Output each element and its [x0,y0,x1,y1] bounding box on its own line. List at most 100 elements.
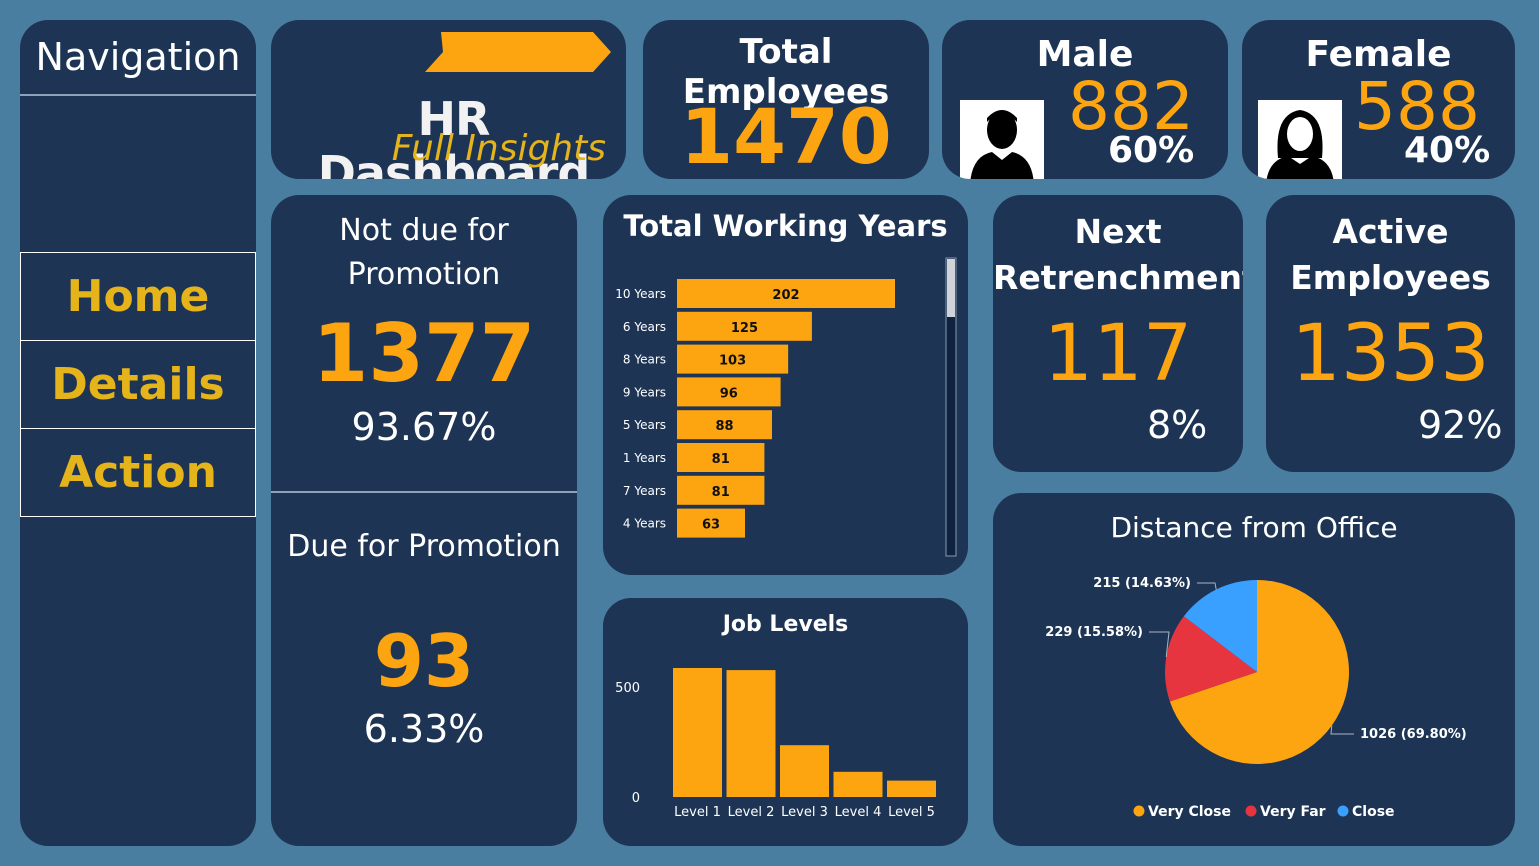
year-value-label: 81 [712,452,730,467]
scrollbar-thumb[interactable] [947,259,955,317]
dashboard-title: HR Dashboard [317,92,591,179]
total-employees-title: Total Employees [682,32,890,112]
job-levels-title: Job Levels [722,612,849,637]
distance-title: Distance from Office [1110,511,1398,544]
nav-home-button[interactable]: Home [20,252,256,341]
job-level-bar [673,667,722,797]
active-title-line2: Employees [1290,258,1491,297]
job-level-bar [726,670,776,797]
legend-label: Close [1352,804,1395,820]
year-label: 5 Years [623,418,666,432]
male-user-icon [960,100,1044,179]
nav-action-button[interactable]: Action [20,428,256,517]
year-label: 1 Years [623,451,666,465]
not-due-promotion-percent: 93.67% [351,405,497,449]
dashboard-header: HR Dashboard Full Insights [271,20,626,179]
total-employees-card: Total Employees 1470 [643,20,929,179]
not-due-promotion-value: 1377 [312,307,536,400]
promotion-divider [271,491,577,493]
job-level-bar [887,780,936,797]
not-due-promotion-title: Not due for Promotion [271,209,577,297]
year-bar [677,311,812,341]
pie-slice [1183,580,1257,672]
job-level-label: Level 2 [728,805,775,820]
pie-slice [1165,616,1257,702]
promotion-card: Not due for Promotion 1377 93.67% Due fo… [271,195,577,846]
due-promotion-percent: 6.33% [363,707,485,751]
year-value-label: 81 [712,485,730,500]
active-employees-title: Active Employees [1266,209,1515,301]
female-percent: 40% [1404,130,1491,171]
distance-from-office-card: Distance from Office 1026 (69.80%) 229 (1… [993,493,1515,846]
year-value-label: 125 [731,321,758,336]
not-due-title-line1: Not due for [339,213,509,248]
year-bar [677,344,789,374]
female-title: Female [1305,34,1452,75]
next-retrenchment-value: 117 [1043,309,1193,399]
job-levels-chart: 0 500 Level 1 Level 2 Level 3 Level 4 Level 5 [615,667,936,820]
pie-data-label: 229 (15.58%) [1045,625,1143,640]
year-bar [677,279,895,308]
year-value-label: 202 [772,288,799,303]
total-employees-value: 1470 [680,92,892,179]
legend-marker [1133,805,1145,817]
male-value: 882 [1068,68,1194,145]
male-percent: 60% [1108,130,1195,171]
not-due-title-line2: Promotion [347,257,501,292]
nav-details-button[interactable]: Details [20,340,256,429]
legend-marker [1245,805,1257,817]
working-years-card: Total Working Years 10 Years 202 6 Years 12… [603,195,968,575]
scrollbar-track[interactable] [945,257,957,557]
female-card: Female 588 40% [1242,20,1515,179]
navigation-title: Navigation [20,20,256,96]
legend-label: Very Close [1148,804,1231,820]
next-retrenchment-title: Next Retrenchment [993,209,1243,301]
retrenchment-title-line2: Retrenchment [993,258,1243,297]
year-value-label: 63 [702,518,720,533]
active-employees-value: 1353 [1291,309,1490,399]
year-bar [677,508,745,538]
due-promotion-value: 93 [373,619,475,703]
year-label: 10 Years [615,287,666,301]
year-label: 4 Years [623,517,666,531]
year-label: 7 Years [623,484,666,498]
job-levels-card: Job Levels 0 500 Level 1 Level 2 Level 3 Leve… [603,598,968,846]
job-level-bar [780,745,829,797]
active-employees-card: Active Employees 1353 92% [1266,195,1515,472]
pie-slice [1169,580,1349,764]
working-years-title: Total Working Years [623,209,948,243]
year-value-label: 88 [715,419,733,434]
year-bar [677,377,781,407]
dashboard-subtitle: Full Insights [391,128,606,169]
legend-marker [1337,805,1349,817]
year-bar [677,410,772,440]
distance-pie-chart: 1026 (69.80%) 229 (15.58%) 215 (14.63%) Ver… [1045,576,1467,820]
job-level-label: Level 5 [888,805,935,820]
retrenchment-title-line1: Next [1074,212,1162,251]
year-label: 6 Years [623,320,666,334]
pie-data-label: 215 (14.63%) [1093,576,1191,591]
pie-data-label: 1026 (69.80%) [1360,727,1467,742]
navigation-panel: Navigation Home Details Action [20,20,256,846]
year-label: 8 Years [623,353,666,367]
male-title: Male [1036,34,1134,75]
y-tick-label: 500 [615,681,640,696]
female-value: 588 [1354,68,1480,145]
year-bar [677,475,765,505]
active-employees-percent: 92% [1418,403,1503,447]
job-level-label: Level 1 [674,805,721,820]
job-level-label: Level 4 [835,805,882,820]
y-tick-label: 0 [632,791,640,806]
year-bar [677,443,765,472]
leader-line [1149,631,1170,658]
next-retrenchment-percent: 8% [1147,403,1208,447]
legend-label: Very Far [1260,804,1326,820]
job-level-bar [833,771,883,797]
next-retrenchment-card: Next Retrenchment 117 8% [993,195,1243,472]
leader-line [1197,582,1217,590]
active-title-line1: Active [1332,212,1449,251]
due-promotion-title: Due for Promotion [287,529,561,564]
year-value-label: 96 [720,386,738,401]
male-card: Male 882 60% [942,20,1228,179]
female-user-icon [1258,100,1342,179]
